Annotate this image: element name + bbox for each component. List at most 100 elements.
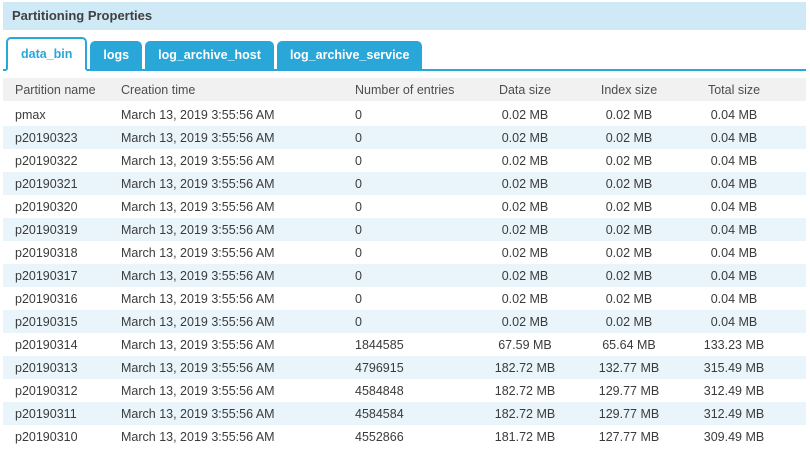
table-body: pmax March 13, 2019 3:55:56 AM 0 0.02 MB 0.0…: [3, 102, 806, 448]
cell-creation-time: March 13, 2019 3:55:56 AM: [121, 222, 275, 237]
cell-partition-name: p20190311: [15, 406, 77, 421]
table-header-row: Partition name Creation time Number of e…: [3, 78, 806, 103]
panel-title-bar: Partitioning Properties: [3, 2, 806, 30]
cell-partition-name: p20190323: [15, 130, 78, 145]
cell-total-size: 0.04 MB: [710, 176, 758, 191]
cell-number-of-entries: 4796915: [355, 360, 404, 375]
table-row: p20190313 March 13, 2019 3:55:56 AM 479691…: [3, 356, 806, 379]
tab-bar: data_bin logs log_archive_host log_archi…: [3, 37, 806, 71]
cell-data-size: 0.02 MB: [501, 291, 549, 306]
cell-index-size: 129.77 MB: [598, 383, 660, 398]
cell-index-size: 132.77 MB: [598, 360, 660, 375]
column-header-partition-name: Partition name: [3, 78, 109, 103]
cell-number-of-entries: 0: [355, 291, 362, 306]
cell-creation-time: March 13, 2019 3:55:56 AM: [121, 176, 275, 191]
cell-number-of-entries: 0: [355, 314, 362, 329]
cell-partition-name: p20190319: [15, 222, 78, 237]
cell-total-size: 309.49 MB: [703, 429, 765, 444]
cell-filler: [787, 195, 806, 218]
cell-filler: [787, 218, 806, 241]
panel-title: Partitioning Properties: [12, 8, 153, 23]
table-row: p20190320 March 13, 2019 3:55:56 AM 0 0.02 …: [3, 195, 806, 218]
tab-data-bin[interactable]: data_bin: [6, 37, 88, 71]
cell-number-of-entries: 4584848: [355, 383, 404, 398]
cell-partition-name: p20190322: [15, 153, 78, 168]
cell-filler: [787, 264, 806, 287]
table-row: p20190323 March 13, 2019 3:55:56 AM 0 0.02 …: [3, 126, 806, 149]
cell-total-size: 0.04 MB: [710, 245, 758, 260]
cell-index-size: 127.77 MB: [598, 429, 660, 444]
cell-number-of-entries: 0: [355, 245, 362, 260]
cell-total-size: 0.04 MB: [710, 153, 758, 168]
cell-index-size: 0.02 MB: [605, 291, 653, 306]
cell-total-size: 133.23 MB: [703, 337, 765, 352]
cell-partition-name: p20190321: [15, 176, 78, 191]
cell-number-of-entries: 0: [355, 176, 362, 191]
cell-creation-time: March 13, 2019 3:55:56 AM: [121, 383, 275, 398]
cell-data-size: 0.02 MB: [501, 199, 549, 214]
cell-data-size: 0.02 MB: [501, 107, 549, 122]
cell-partition-name: p20190317: [15, 268, 78, 283]
column-header-filler: [787, 78, 806, 103]
cell-data-size: 0.02 MB: [501, 268, 549, 283]
table-row: p20190322 March 13, 2019 3:55:56 AM 0 0.02 …: [3, 149, 806, 172]
cell-data-size: 0.02 MB: [501, 245, 549, 260]
cell-filler: [787, 172, 806, 195]
cell-filler: [787, 102, 806, 126]
table-row: pmax March 13, 2019 3:55:56 AM 0 0.02 MB 0.0…: [3, 102, 806, 126]
cell-index-size: 65.64 MB: [602, 337, 656, 352]
cell-total-size: 0.04 MB: [710, 291, 758, 306]
cell-partition-name: p20190310: [15, 429, 78, 444]
cell-number-of-entries: 1844585: [355, 337, 404, 352]
cell-creation-time: March 13, 2019 3:55:56 AM: [121, 268, 275, 283]
cell-partition-name: p20190314: [15, 337, 78, 352]
cell-total-size: 0.04 MB: [710, 107, 758, 122]
cell-index-size: 0.02 MB: [605, 153, 653, 168]
cell-number-of-entries: 0: [355, 268, 362, 283]
cell-index-size: 0.02 MB: [605, 245, 653, 260]
cell-number-of-entries: 0: [355, 222, 362, 237]
table-row: p20190316 March 13, 2019 3:55:56 AM 0 0.02 …: [3, 287, 806, 310]
table-row: p20190321 March 13, 2019 3:55:56 AM 0 0.02 …: [3, 172, 806, 195]
tab-logs[interactable]: logs: [90, 41, 143, 69]
table-row: p20190315 March 13, 2019 3:55:56 AM 0 0.02 …: [3, 310, 806, 333]
cell-total-size: 312.49 MB: [703, 383, 765, 398]
table-row: p20190317 March 13, 2019 3:55:56 AM 0 0.02 …: [3, 264, 806, 287]
cell-data-size: 181.72 MB: [494, 429, 556, 444]
cell-index-size: 0.02 MB: [605, 130, 653, 145]
cell-index-size: 0.02 MB: [605, 268, 653, 283]
cell-index-size: 0.02 MB: [605, 314, 653, 329]
cell-number-of-entries: 4584584: [355, 406, 404, 421]
cell-data-size: 182.72 MB: [494, 360, 556, 375]
tab-log-archive-service[interactable]: log_archive_service: [276, 41, 423, 69]
cell-creation-time: March 13, 2019 3:55:56 AM: [121, 406, 275, 421]
cell-number-of-entries: 4552866: [355, 429, 404, 444]
cell-data-size: 0.02 MB: [501, 314, 549, 329]
table-row: p20190318 March 13, 2019 3:55:56 AM 0 0.02 …: [3, 241, 806, 264]
cell-index-size: 0.02 MB: [605, 176, 653, 191]
cell-data-size: 182.72 MB: [494, 383, 556, 398]
cell-creation-time: March 13, 2019 3:55:56 AM: [121, 153, 275, 168]
cell-data-size: 0.02 MB: [501, 153, 549, 168]
cell-filler: [787, 287, 806, 310]
cell-data-size: 0.02 MB: [501, 176, 549, 191]
cell-number-of-entries: 0: [355, 130, 362, 145]
cell-partition-name: p20190312: [15, 383, 78, 398]
cell-index-size: 0.02 MB: [605, 107, 653, 122]
cell-partition-name: p20190318: [15, 245, 78, 260]
cell-data-size: 67.59 MB: [498, 337, 552, 352]
cell-creation-time: March 13, 2019 3:55:56 AM: [121, 291, 275, 306]
cell-number-of-entries: 0: [355, 199, 362, 214]
column-header-total-size: Total size: [681, 78, 787, 103]
cell-filler: [787, 356, 806, 379]
cell-creation-time: March 13, 2019 3:55:56 AM: [121, 107, 275, 122]
cell-total-size: 0.04 MB: [710, 222, 758, 237]
cell-number-of-entries: 0: [355, 107, 362, 122]
cell-filler: [787, 126, 806, 149]
cell-index-size: 129.77 MB: [598, 406, 660, 421]
cell-total-size: 315.49 MB: [703, 360, 765, 375]
tab-log-archive-host[interactable]: log_archive_host: [145, 41, 274, 69]
cell-partition-name: p20190313: [15, 360, 78, 375]
table-row: p20190314 March 13, 2019 3:55:56 AM 184458…: [3, 333, 806, 356]
